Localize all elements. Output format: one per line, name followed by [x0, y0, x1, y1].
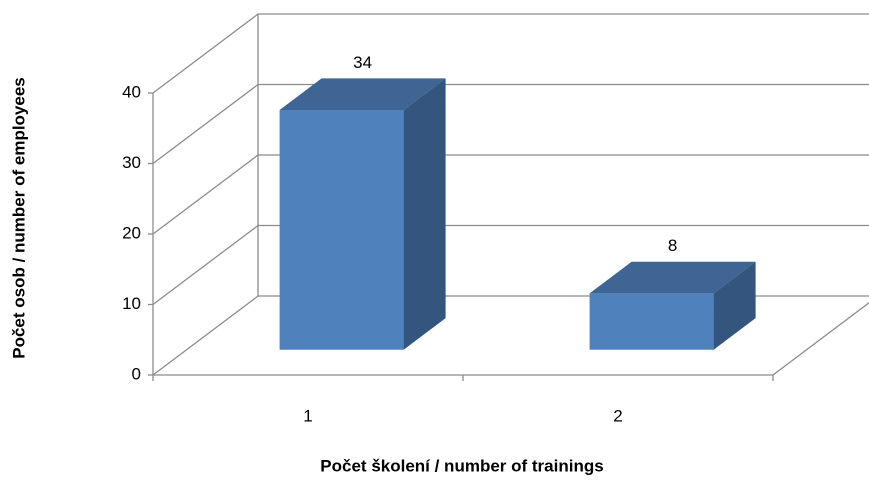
bar-front: [279, 110, 404, 350]
y-tick-label: 0: [132, 364, 141, 383]
y-tick-label: 10: [122, 294, 141, 313]
bar: [279, 78, 446, 350]
x-tick-label: 2: [613, 406, 622, 425]
grid-line: [152, 83, 869, 165]
bar-side: [713, 261, 756, 350]
bar-side: [403, 78, 446, 350]
bar-top: [589, 261, 756, 294]
x-axis-title: Počet školení / number of trainings: [320, 456, 603, 475]
bar-front: [589, 293, 714, 350]
y-tick-label: 20: [122, 223, 141, 242]
y-axis-title: Počet osob / number of employees: [9, 77, 28, 359]
grid-line: [152, 295, 869, 376]
bar: [589, 261, 756, 350]
grid-line: [152, 154, 869, 235]
y-tick-label: 30: [122, 153, 141, 172]
value-label: 34: [353, 53, 372, 72]
value-label: 8: [668, 236, 677, 255]
x-tick-label: 1: [303, 406, 312, 425]
bar-top: [279, 78, 446, 111]
grid-line: [152, 224, 869, 306]
y-tick-label: 40: [122, 82, 141, 101]
grid-line: [152, 13, 869, 94]
floor-edge: [772, 301, 869, 376]
